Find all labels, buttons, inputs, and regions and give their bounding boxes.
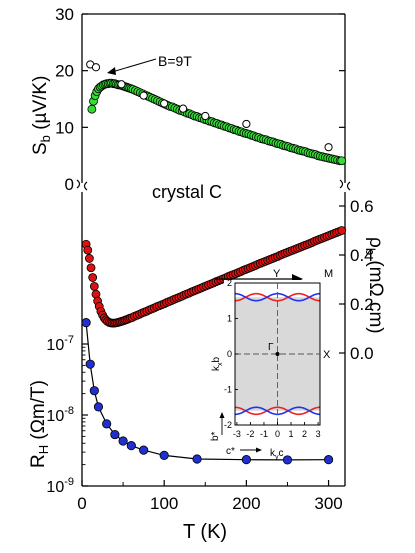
seebeck-ylabel: Sb (µV/K) — [30, 76, 53, 155]
lower-panel: 0 100 200 300 0.00.20.40.6 10-710-810-9 ρb … — [28, 192, 386, 543]
inset-label-Gamma: Γ — [268, 342, 274, 353]
rh-ylabel: RH (Ωm/T) — [28, 380, 51, 468]
seebeck-ytick-label: 20 — [55, 62, 74, 81]
rho-ylabel: ρb (mΩ cm) — [363, 237, 386, 334]
inset-ytick-label: 2 — [227, 278, 232, 288]
rh-point — [81, 318, 91, 328]
inset-label-X: X — [323, 349, 331, 361]
rh-point — [85, 359, 95, 369]
rh-ytick-label: 10-7 — [46, 334, 74, 354]
inset-ytick-label: 1 — [227, 314, 232, 324]
inset-bstar-label: b* — [210, 431, 221, 441]
seebeck-field-point — [178, 104, 188, 113]
sample-label: crystal C — [152, 182, 222, 202]
seebeck-ytick-label: 30 — [55, 5, 74, 24]
rh-point — [102, 419, 112, 429]
seebeck-point — [337, 156, 347, 166]
seebeck-field-point — [117, 80, 126, 89]
rh-point — [192, 454, 202, 464]
bstar-arrowhead — [219, 412, 225, 418]
seebeck-field-point — [242, 119, 251, 129]
inset-xtick-label: 0 — [275, 429, 280, 439]
inset-xlabel: kyc — [270, 448, 284, 461]
rho-point — [84, 254, 94, 263]
x-tick-label: 200 — [232, 494, 260, 513]
inset-ytick-label: -1 — [224, 385, 232, 395]
rho-ytick-label: 0.2 — [350, 295, 374, 314]
rho-ytick-label: 0.0 — [350, 344, 374, 363]
rh-point — [241, 455, 251, 465]
rh-point — [110, 429, 120, 440]
rh-point — [139, 445, 149, 455]
inset-cstar-label: c* — [226, 446, 235, 457]
rh-point — [89, 386, 99, 396]
x-tick-label: 100 — [150, 494, 178, 513]
inset-fermi-curve-red — [235, 406, 320, 416]
rh-point — [159, 450, 169, 460]
field-annotation-arrow — [111, 58, 157, 73]
seebeck-field-point — [160, 99, 169, 108]
rho-ytick-label: 0.4 — [350, 246, 374, 265]
inset-xtick-label: -1 — [260, 429, 268, 439]
rh-point — [118, 436, 128, 446]
seebeck-panel: 0 10 20 30 Sb (µV/K) B=9T — [30, 5, 347, 194]
x-axis-label: T (K) — [183, 521, 227, 543]
rh-point — [93, 402, 104, 412]
inset-xtick-label: -3 — [233, 429, 241, 439]
rho-point — [86, 263, 96, 273]
cstar-arrowhead — [256, 447, 262, 453]
seebeck-ytick-label: 0 — [65, 175, 74, 194]
seebeck-field-point — [324, 143, 333, 152]
inset-ytick-label: -2 — [224, 420, 232, 430]
seebeck-field-point — [91, 63, 101, 72]
rh-ytick-label: 10-8 — [46, 405, 74, 425]
rho-point — [89, 281, 99, 291]
inset-ylabel: kxb — [211, 357, 224, 372]
seebeck-point — [87, 104, 97, 114]
fermi-surface-inset: -3 -2 -1 0 1 2 3 210-1-2 Y M Γ X kxb kyc b* c* — [210, 268, 333, 461]
axis-break-right — [339, 179, 351, 193]
rh-point — [126, 441, 136, 451]
x-tick-label: 300 — [314, 494, 342, 513]
inset-fermi-curve-red — [235, 292, 320, 302]
rho-ytick-label: 0.6 — [350, 197, 374, 216]
x-tick-label: 0 — [77, 494, 86, 513]
rho-point — [83, 245, 93, 255]
field-annotation: B=9T — [158, 53, 192, 69]
axis-break-left — [76, 179, 88, 193]
seebeck-field-point — [201, 111, 210, 121]
inset-xtick-label: 1 — [289, 429, 294, 439]
rh-ytick-label: 10-9 — [46, 476, 74, 496]
inset-xtick-label: 3 — [316, 429, 321, 439]
rho-point — [88, 273, 98, 282]
rho-point — [337, 226, 347, 235]
seebeck-ytick-label: 10 — [55, 118, 74, 137]
seebeck-field-point — [139, 91, 148, 100]
inset-xtick-label: 2 — [302, 429, 307, 439]
inset-label-M: M — [324, 268, 333, 280]
rh-point — [323, 455, 334, 465]
field-annotation-arrowhead — [107, 67, 116, 75]
gamma-point — [275, 352, 280, 356]
inset-ytick-label: 0 — [227, 349, 232, 359]
inset-label-Y: Y — [273, 268, 281, 280]
inset-xtick-label: -2 — [246, 429, 254, 439]
rh-point — [282, 455, 293, 465]
